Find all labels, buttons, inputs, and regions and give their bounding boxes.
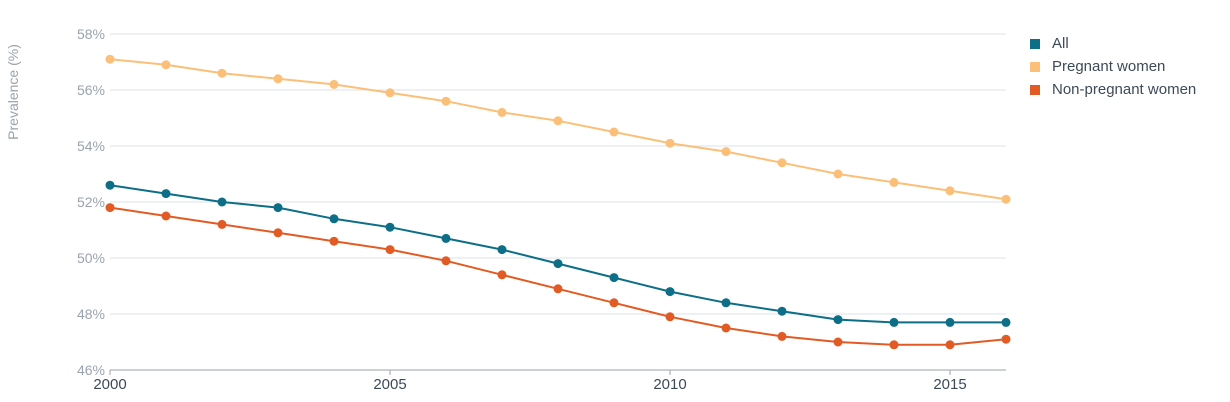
data-point-all xyxy=(497,245,507,255)
data-point-all xyxy=(385,222,395,232)
data-point-non-pregnant-women xyxy=(273,228,283,238)
data-point-all xyxy=(609,273,619,283)
data-point-non-pregnant-women xyxy=(329,236,339,246)
data-point-non-pregnant-women xyxy=(217,219,227,229)
data-point-non-pregnant-women xyxy=(889,340,899,350)
legend-item[interactable]: Pregnant women xyxy=(1030,55,1196,78)
data-point-pregnant-women xyxy=(385,88,395,98)
y-tick-label: 52% xyxy=(77,194,105,210)
data-point-all xyxy=(273,203,283,213)
data-point-all xyxy=(945,317,955,327)
data-point-all xyxy=(329,214,339,224)
data-point-all xyxy=(1001,317,1011,327)
x-tick-label: 2010 xyxy=(653,376,686,393)
data-point-all xyxy=(833,315,843,325)
y-axis-ticks: 46% 48% 50% 52% 54% 56% 58% xyxy=(77,26,105,378)
y-tick-label: 48% xyxy=(77,306,105,322)
y-tick-label: 50% xyxy=(77,250,105,266)
y-axis-label: Prevalence (%) xyxy=(5,44,21,140)
data-point-non-pregnant-women xyxy=(665,312,675,322)
x-axis-ticks: 2000 2005 2010 2015 xyxy=(93,370,967,393)
data-point-pregnant-women xyxy=(497,107,507,117)
y-tick-label: 54% xyxy=(77,138,105,154)
data-point-pregnant-women xyxy=(945,186,955,196)
x-tick-label: 2015 xyxy=(933,376,966,393)
data-point-non-pregnant-women xyxy=(105,203,115,213)
data-point-pregnant-women xyxy=(217,68,227,78)
legend-swatch xyxy=(1030,84,1040,95)
y-tick-label: 46% xyxy=(77,362,105,378)
legend-label: Non-pregnant women xyxy=(1052,81,1197,98)
legend-label: All xyxy=(1052,35,1069,52)
data-point-pregnant-women xyxy=(833,169,843,179)
data-point-non-pregnant-women xyxy=(945,340,955,350)
data-point-non-pregnant-women xyxy=(385,245,395,255)
x-tick-label: 2005 xyxy=(373,376,406,393)
legend-label: Pregnant women xyxy=(1052,58,1166,75)
y-tick-label: 58% xyxy=(77,26,105,42)
data-point-pregnant-women xyxy=(777,158,787,168)
data-point-non-pregnant-women xyxy=(553,284,563,294)
data-point-all xyxy=(889,317,899,327)
data-point-non-pregnant-women xyxy=(833,337,843,347)
data-point-non-pregnant-women xyxy=(609,298,619,308)
data-point-pregnant-women xyxy=(721,147,731,157)
data-point-all xyxy=(441,233,451,243)
data-point-non-pregnant-women xyxy=(161,211,171,221)
data-point-all xyxy=(553,259,563,269)
data-point-non-pregnant-women xyxy=(721,323,731,333)
data-point-pregnant-women xyxy=(1001,194,1011,204)
data-point-non-pregnant-women xyxy=(497,270,507,280)
legend-item[interactable]: All xyxy=(1030,32,1196,55)
data-point-all xyxy=(105,180,115,190)
x-tick-label: 2000 xyxy=(93,376,126,393)
data-point-pregnant-women xyxy=(665,138,675,148)
data-point-all xyxy=(777,306,787,316)
data-point-non-pregnant-women xyxy=(777,331,787,341)
data-point-pregnant-women xyxy=(889,177,899,187)
data-point-all xyxy=(217,197,227,207)
data-point-pregnant-women xyxy=(329,79,339,89)
legend-swatch xyxy=(1030,61,1040,72)
legend-item[interactable]: Non-pregnant women xyxy=(1030,78,1196,101)
series-line-non-pregnant-women xyxy=(109,206,1007,346)
data-point-pregnant-women xyxy=(609,127,619,137)
data-point-pregnant-women xyxy=(553,116,563,126)
data-point-all xyxy=(665,287,675,297)
data-point-non-pregnant-women xyxy=(441,256,451,266)
data-point-pregnant-women xyxy=(441,96,451,106)
data-point-pregnant-women xyxy=(161,60,171,70)
data-point-non-pregnant-women xyxy=(1001,334,1011,344)
data-point-all xyxy=(721,298,731,308)
series-line-all xyxy=(109,184,1006,324)
series-layer xyxy=(105,54,1011,350)
data-point-all xyxy=(161,189,171,199)
gridlines xyxy=(110,33,1006,315)
data-point-pregnant-women xyxy=(273,74,283,84)
series-line-pregnant-women xyxy=(109,58,1007,201)
legend-swatch xyxy=(1030,38,1040,49)
legend: All Pregnant women Non-pregnant women xyxy=(1030,32,1196,101)
y-tick-label: 56% xyxy=(77,82,105,98)
data-point-pregnant-women xyxy=(105,54,115,64)
